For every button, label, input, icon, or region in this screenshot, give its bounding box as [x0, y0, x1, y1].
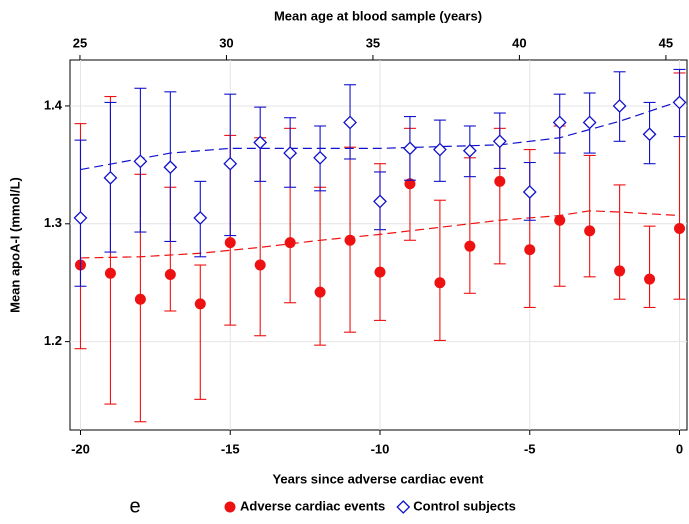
y-tick-label: 1.3: [44, 215, 62, 230]
top-axis-label: Mean age at blood sample (years): [274, 8, 482, 23]
diamond-marker: [552, 115, 567, 130]
plot-frame: [69, 59, 688, 431]
x-axis-label: Years since adverse cardiac event: [272, 471, 484, 486]
y-axis-label: Mean apoA-I (mmol/L): [7, 177, 22, 313]
circle-marker: [584, 225, 596, 237]
y-tick-label: 1.4: [44, 97, 63, 112]
circle-marker: [524, 244, 536, 256]
circle-marker: [404, 178, 416, 190]
fit-curve: [80, 100, 680, 171]
diamond-marker: [343, 115, 357, 130]
top-tick-label: 40: [512, 35, 526, 50]
diamond-marker: [163, 160, 178, 175]
diamond-marker: [432, 142, 447, 157]
legend-marker: [396, 500, 411, 514]
x-tick-label: -10: [371, 441, 390, 456]
circle-marker: [104, 267, 116, 279]
circle-marker: [134, 293, 146, 305]
diamond-marker: [103, 170, 118, 185]
x-tick-label: -15: [221, 441, 240, 456]
circle-marker: [344, 234, 356, 246]
legend-marker: [224, 501, 236, 513]
diamond-marker: [253, 135, 268, 150]
circle-marker: [674, 223, 686, 235]
circle-marker: [494, 175, 506, 187]
diamond-marker: [403, 141, 417, 156]
circle-marker: [164, 268, 176, 280]
circle-marker: [224, 237, 236, 249]
top-tick-label: 30: [219, 35, 233, 50]
legend-label: Control subjects: [413, 498, 516, 513]
circle-marker: [284, 237, 296, 249]
circle-marker: [254, 259, 266, 271]
circle-marker: [374, 266, 386, 278]
diamond-marker: [313, 150, 328, 165]
diamond-marker: [672, 95, 687, 110]
diamond-marker: [642, 127, 657, 142]
x-tick-label: -20: [71, 441, 90, 456]
panel-label: e: [129, 495, 140, 517]
diamond-marker: [133, 154, 148, 169]
circle-marker: [644, 273, 656, 285]
y-tick-label: 1.2: [44, 333, 62, 348]
diamond-marker: [612, 99, 627, 113]
circle-marker: [194, 298, 206, 310]
top-tick-label: 25: [73, 35, 87, 50]
x-tick-label: 0: [676, 441, 683, 456]
circle-marker: [554, 214, 566, 226]
circle-marker: [464, 240, 476, 252]
circle-marker: [434, 277, 446, 289]
diamond-marker: [283, 146, 298, 161]
top-tick-label: 45: [659, 35, 673, 50]
circle-marker: [614, 265, 626, 277]
diamond-marker: [582, 115, 597, 130]
top-tick-label: 35: [366, 35, 380, 50]
legend-label: Adverse cardiac events: [240, 498, 385, 513]
diamond-marker: [492, 134, 507, 149]
x-tick-label: -5: [524, 441, 536, 456]
diamond-marker: [462, 143, 477, 158]
diamond-marker: [373, 194, 387, 209]
diamond-marker: [193, 210, 208, 225]
diamond-marker: [522, 185, 537, 199]
circle-marker: [314, 286, 326, 298]
diamond-marker: [223, 156, 238, 171]
diamond-marker: [73, 210, 88, 225]
